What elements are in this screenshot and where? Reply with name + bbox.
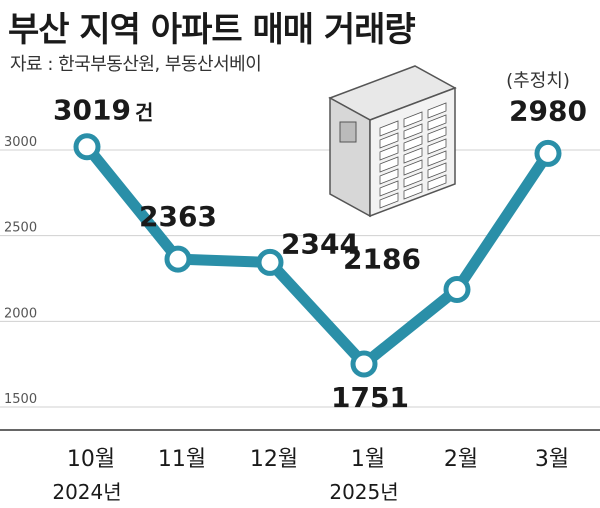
data-label: 3019 건 bbox=[53, 94, 153, 127]
x-tick-label: 1월 bbox=[351, 447, 385, 472]
data-label: 2344 bbox=[281, 227, 359, 260]
y-tick-label: 1500 bbox=[4, 392, 37, 407]
building-window bbox=[379, 120, 399, 137]
building-window bbox=[403, 171, 423, 188]
x-tick-label: 3월 bbox=[535, 447, 569, 472]
building-window bbox=[379, 180, 399, 197]
building-window bbox=[427, 162, 447, 179]
chart-source: 자료 : 한국부동산원, 부동산서베이 bbox=[10, 54, 262, 75]
building-window bbox=[379, 144, 399, 161]
apartment-building-icon bbox=[328, 65, 457, 218]
y-tick-label: 2500 bbox=[4, 221, 37, 236]
building-window bbox=[427, 126, 447, 143]
building-window bbox=[403, 159, 423, 176]
building-window bbox=[403, 147, 423, 164]
building-window bbox=[427, 138, 447, 155]
building-window bbox=[379, 132, 399, 149]
building-window bbox=[403, 111, 423, 128]
chart-title: 부산 지역 아파트 매매 거래량 bbox=[8, 10, 416, 50]
building-window bbox=[427, 174, 447, 191]
x-tick-label: 2월 bbox=[444, 447, 478, 472]
building-window bbox=[379, 168, 399, 185]
year-label: 2024년 bbox=[52, 480, 121, 504]
unit-label: 건 bbox=[135, 101, 153, 125]
building-window bbox=[379, 156, 399, 173]
building-window bbox=[403, 183, 423, 200]
building-window bbox=[427, 102, 447, 119]
data-point bbox=[73, 133, 101, 161]
data-point bbox=[256, 248, 284, 276]
year-label: 2025년 bbox=[329, 480, 398, 504]
series-line bbox=[81, 141, 554, 370]
x-tick-label: 10월 bbox=[67, 447, 115, 472]
y-tick-label: 2000 bbox=[4, 306, 37, 321]
building-window bbox=[403, 123, 423, 140]
building-window bbox=[379, 192, 399, 209]
data-label: 2363 bbox=[139, 200, 217, 233]
data-label: 1751 bbox=[331, 381, 409, 414]
data-point bbox=[164, 245, 192, 273]
building-window bbox=[427, 150, 447, 167]
y-tick-label: 3000 bbox=[4, 135, 37, 150]
x-tick-label: 11월 bbox=[158, 447, 206, 472]
building-window bbox=[403, 135, 423, 152]
estimate-note: (추정치) bbox=[506, 70, 570, 91]
x-tick-label: 12월 bbox=[250, 447, 298, 472]
data-label: 2186 bbox=[343, 242, 421, 275]
data-point bbox=[534, 139, 562, 167]
data-label: 2980 bbox=[509, 94, 587, 127]
data-point bbox=[443, 275, 471, 303]
data-point bbox=[350, 350, 378, 378]
building-window bbox=[427, 114, 447, 131]
